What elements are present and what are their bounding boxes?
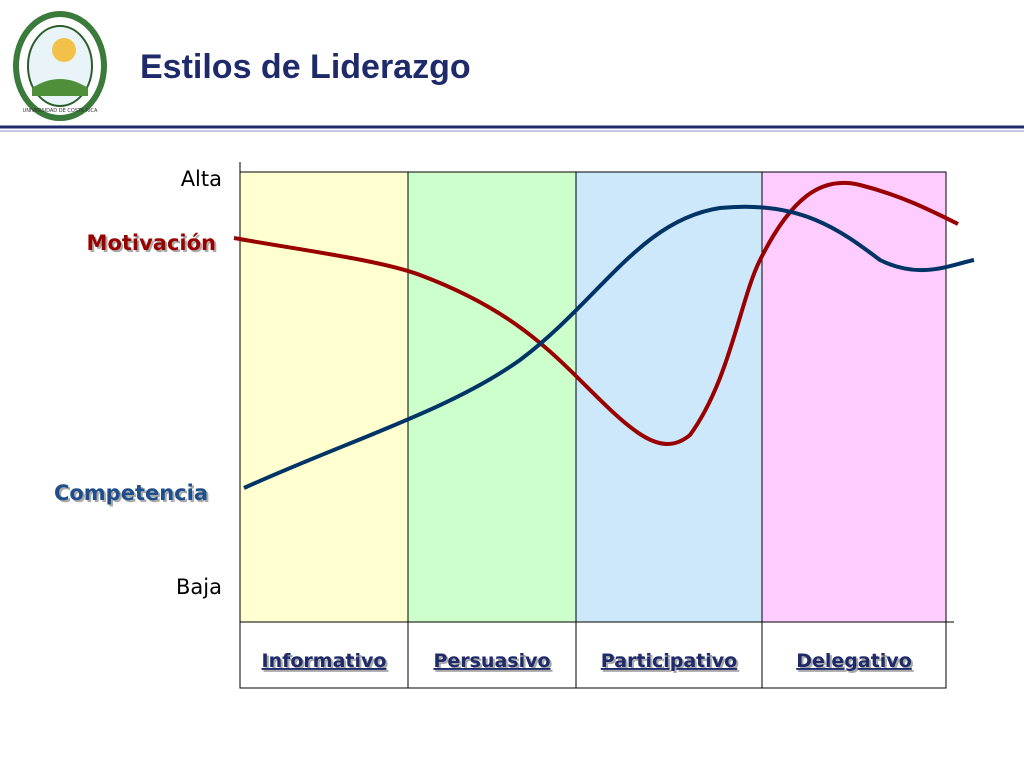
competence-curve — [243, 204, 975, 490]
curve-label: Competencia — [54, 481, 208, 505]
axis-label: Alta — [181, 167, 222, 191]
style-label-shadow: Informativo — [264, 652, 389, 674]
slide-title: Estilos de Liderazgo — [140, 48, 471, 86]
column-bg — [761, 171, 947, 623]
logo-text: UNIVERSIDAD DE COSTA RICA — [23, 108, 99, 114]
column-bg — [575, 171, 763, 623]
curve-label-shadow: Competencia — [56, 483, 210, 507]
motivation-curve — [233, 180, 959, 446]
label-row — [239, 621, 947, 689]
style-label-shadow: Persuasivo — [435, 652, 552, 674]
style-label: Persuasivo — [433, 650, 550, 672]
style-label: Participativo — [601, 650, 737, 672]
column-bg — [407, 171, 577, 623]
style-label-shadow: Participativo — [603, 652, 739, 674]
columns — [239, 162, 954, 689]
axis-label: Baja — [176, 575, 222, 599]
column-bg — [239, 171, 409, 623]
style-label-shadow: Delegativo — [798, 652, 914, 674]
curve-label-shadow: Motivación — [89, 233, 218, 257]
logo: UNIVERSIDAD DE COSTA RICA — [13, 11, 107, 121]
curve-label: Motivación — [87, 231, 216, 255]
style-label: Informativo — [262, 650, 387, 672]
style-label: Delegativo — [796, 650, 912, 672]
